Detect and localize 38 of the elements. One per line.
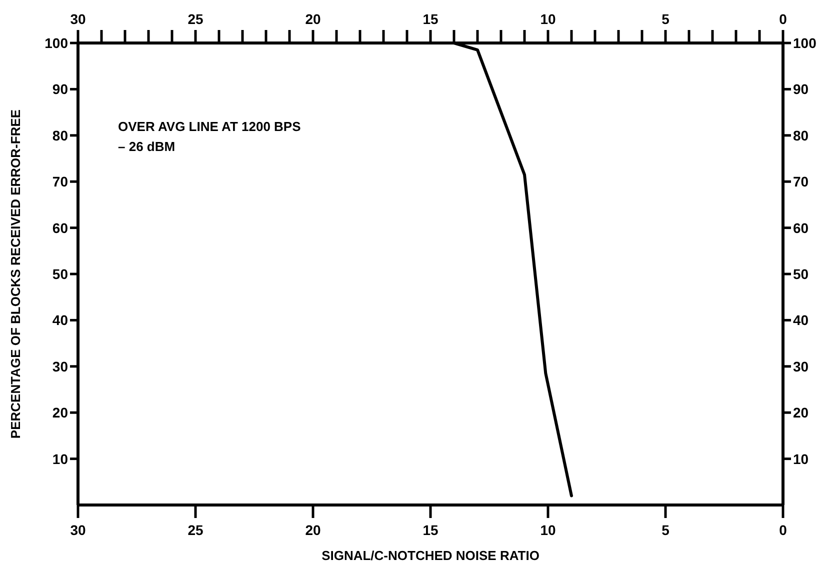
x-tick-label: 30 (70, 11, 86, 27)
x-tick-label: 5 (662, 11, 670, 27)
x2-tick-label: 15 (422, 522, 438, 538)
x-axis-title: SIGNAL/C-NOTCHED NOISE RATIO (322, 548, 540, 563)
x-tick-label: 25 (188, 11, 204, 27)
x-tick-label: 15 (422, 11, 438, 27)
y-tick-label: 70 (52, 174, 68, 190)
y-tick-label: 30 (52, 358, 68, 374)
x-tick-label: 20 (305, 11, 321, 27)
annotation: – 26 dBM (118, 139, 176, 154)
y-tick-label: 100 (44, 35, 68, 51)
y2-tick-label: 90 (793, 81, 809, 98)
y2-tick-label: 70 (793, 174, 809, 190)
y2-tick-label: 10 (793, 450, 809, 467)
y-tick-label: 10 (52, 450, 68, 467)
y2-tick-label: 30 (793, 358, 809, 374)
x2-tick-label: 30 (70, 522, 86, 538)
x2-tick-label: 10 (540, 522, 556, 538)
y2-tick-label: 40 (793, 312, 809, 328)
y-tick-label: 20 (52, 404, 68, 421)
x2-tick-label: 0 (779, 522, 788, 538)
y-tick-label: 40 (52, 312, 68, 328)
y2-tick-label: 80 (793, 127, 809, 144)
y2-tick-label: 20 (793, 404, 809, 421)
x-tick-label: 0 (779, 11, 788, 27)
y-tick-label: 50 (52, 266, 68, 282)
x2-tick-label: 5 (662, 522, 670, 538)
y-tick-label: 80 (52, 127, 68, 144)
y2-tick-label: 50 (793, 266, 809, 282)
x2-tick-label: 20 (305, 522, 321, 538)
annotation: OVER AVG LINE AT 1200 BPS (118, 119, 302, 134)
x-tick-label: 10 (540, 11, 556, 27)
y2-tick-label: 60 (793, 220, 809, 236)
x2-tick-label: 25 (188, 522, 204, 538)
y2-tick-label: 100 (793, 35, 817, 51)
y-axis-title: PERCENTAGE OF BLOCKS RECEIVED ERROR-FREE (8, 109, 23, 439)
y-tick-label: 60 (52, 220, 68, 236)
y-tick-label: 90 (52, 81, 68, 98)
